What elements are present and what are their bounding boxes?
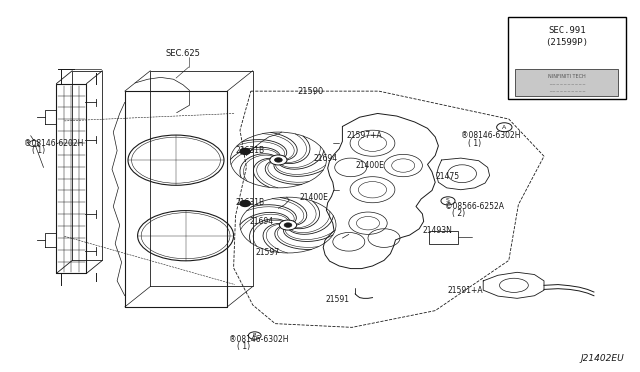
Text: 21631B: 21631B — [236, 146, 265, 155]
Circle shape — [240, 201, 250, 206]
Text: 21597: 21597 — [256, 248, 280, 257]
Text: SEC.625: SEC.625 — [165, 49, 200, 58]
Text: SEC.991: SEC.991 — [548, 26, 586, 35]
Text: 21591+A: 21591+A — [448, 286, 484, 295]
Text: ( 2): ( 2) — [452, 209, 465, 218]
Text: (21599P): (21599P) — [545, 38, 588, 47]
Circle shape — [275, 158, 282, 162]
Bar — [515, 70, 618, 96]
Text: ®08146-6202H: ®08146-6202H — [24, 139, 84, 148]
Text: ( 1): ( 1) — [468, 139, 482, 148]
Bar — [429, 231, 458, 244]
Text: 21597+A: 21597+A — [347, 131, 383, 140]
Text: NINFINITI TECH: NINFINITI TECH — [548, 74, 586, 79]
Text: ─ ─ ─ ─ ─ ─ ─ ─ ─ ─: ─ ─ ─ ─ ─ ─ ─ ─ ─ ─ — [548, 90, 585, 94]
Circle shape — [240, 148, 250, 154]
Text: J21402EU: J21402EU — [580, 354, 624, 363]
Circle shape — [284, 223, 292, 227]
Bar — [508, 17, 626, 99]
Text: ®08146-6302H: ®08146-6302H — [229, 335, 289, 344]
Text: 21694: 21694 — [250, 217, 274, 226]
Text: ─ ─ ─ ─ ─ ─ ─ ─ ─ ─: ─ ─ ─ ─ ─ ─ ─ ─ ─ ─ — [548, 83, 585, 87]
Text: A: A — [502, 125, 506, 130]
Text: 21400E: 21400E — [300, 193, 328, 202]
Text: 21591: 21591 — [325, 295, 349, 304]
Text: 21694: 21694 — [314, 154, 338, 163]
Text: 21631B: 21631B — [236, 198, 265, 207]
Text: B: B — [252, 333, 256, 338]
Text: ( 1): ( 1) — [237, 342, 250, 351]
Text: 21493N: 21493N — [422, 226, 452, 235]
Text: 21590: 21590 — [298, 87, 324, 96]
Text: 21475: 21475 — [435, 172, 460, 181]
Text: ©08566-6252A: ©08566-6252A — [445, 202, 504, 211]
Text: ( 1): ( 1) — [32, 146, 45, 155]
Text: 21400E: 21400E — [355, 161, 384, 170]
Text: S: S — [445, 198, 449, 203]
Text: ®08146-6302H: ®08146-6302H — [461, 131, 520, 140]
